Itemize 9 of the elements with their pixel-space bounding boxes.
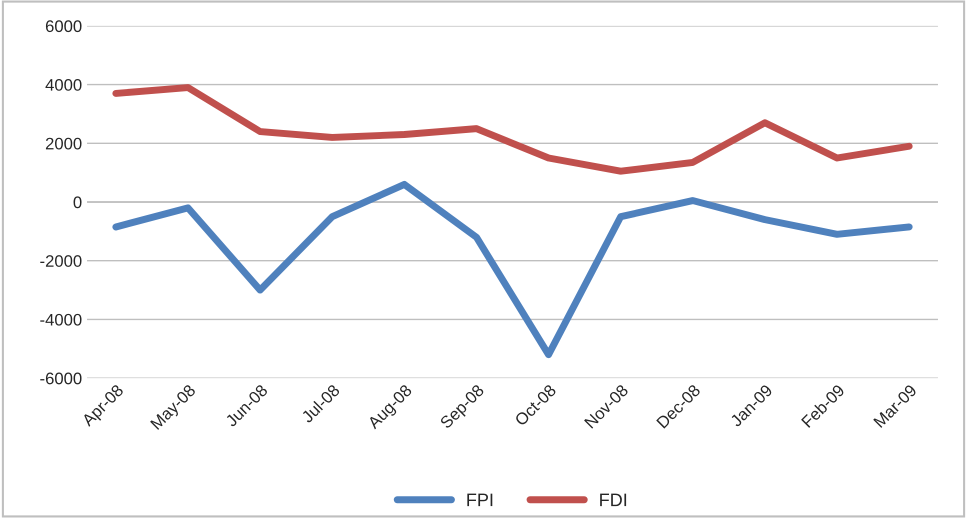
y-tick-label: 2000 (46, 138, 82, 150)
legend-label: FDI (600, 494, 626, 506)
y-tick-label: 0 (74, 196, 82, 208)
y-tick-label: 6000 (46, 20, 82, 32)
y-tick-label: -2000 (40, 255, 82, 267)
y-tick-label: -4000 (40, 314, 82, 326)
y-tick-label: 4000 (45, 79, 82, 91)
y-tick-label: -6000 (40, 372, 82, 384)
legend-label: FPI (467, 494, 492, 506)
